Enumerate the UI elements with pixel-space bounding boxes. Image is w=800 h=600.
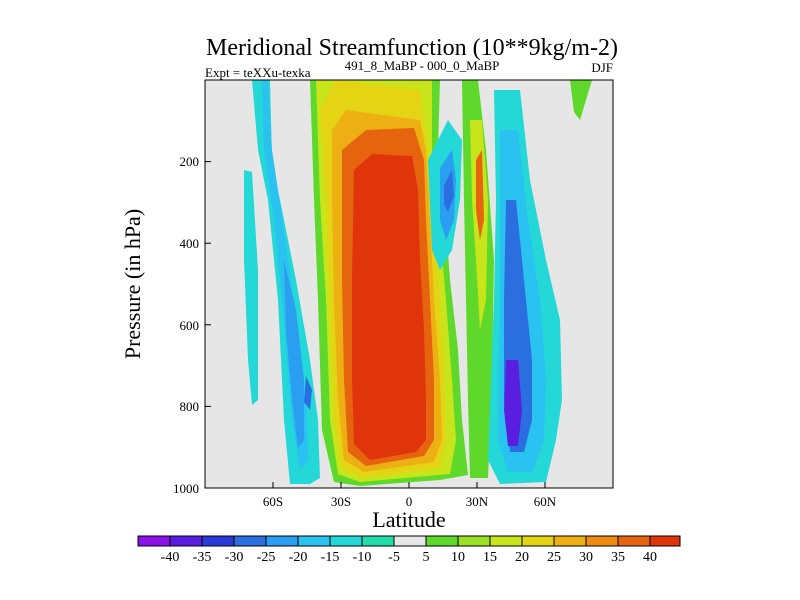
- colorbar-box-7: [362, 536, 394, 546]
- x-tick-label-60n: 60N: [534, 494, 557, 509]
- colorbar-box-6: [330, 536, 362, 546]
- chart-subtitle: 491_8_MaBP - 000_0_MaBP: [345, 58, 500, 73]
- colorbar-label-13: 30: [579, 550, 593, 565]
- colorbar-label-8: 5: [423, 550, 430, 565]
- colorbar-label-14: 35: [611, 550, 625, 565]
- season-label: DJF: [591, 60, 613, 75]
- colorbar-frame: [137, 535, 681, 547]
- x-tick-label-0: 0: [406, 494, 413, 509]
- contour-hadley-core: [352, 154, 426, 460]
- x-axis-label: Latitude: [372, 507, 445, 532]
- x-tick-label-60s: 60S: [263, 494, 283, 509]
- contour-cell-northern-small-core: [444, 170, 454, 212]
- colorbar-label-5: -15: [321, 550, 340, 565]
- y-tick-label-600: 600: [180, 318, 200, 333]
- colorbar-label-0: -40: [161, 550, 180, 565]
- colorbar-label-15: 40: [643, 550, 657, 565]
- colorbar-box-3: [234, 536, 266, 546]
- contour-band-northern-positive-core: [476, 150, 484, 240]
- colorbar-box-13: [554, 536, 586, 546]
- contour-cell-southern-negative-core: [284, 260, 304, 448]
- x-tick-marks: [272, 482, 546, 488]
- colorbar-box-9: [426, 536, 458, 546]
- y-tick-label-800: 800: [180, 399, 200, 414]
- colorbar-box-10: [458, 536, 490, 546]
- colorbar-box-12: [522, 536, 554, 546]
- x-tick-label-30n: 30N: [466, 494, 489, 509]
- colorbar-label-12: 25: [547, 550, 561, 565]
- colorbar-box-5: [298, 536, 330, 546]
- colorbar-label-4: -20: [289, 550, 308, 565]
- colorbar-box-2: [202, 536, 234, 546]
- contour-band-southern-thin: [244, 170, 258, 405]
- plot-area: [205, 80, 613, 488]
- experiment-label: Expt = teXXu-texka: [205, 65, 311, 80]
- colorbar-label-11: 20: [515, 550, 529, 565]
- x-tick-label-30s: 30S: [331, 494, 351, 509]
- contour-cell-northern-negative-peak: [504, 360, 522, 446]
- colorbar-label-6: -10: [353, 550, 372, 565]
- colorbar-box-16: [650, 536, 680, 546]
- colorbar-box-8: [394, 536, 426, 546]
- colorbar-box-15: [618, 536, 650, 546]
- colorbar-box-4: [266, 536, 298, 546]
- y-axis-label: Pressure (in hPa): [120, 209, 145, 359]
- colorbar: -40 -35 -30 -25 -20 -15 -10 -5 5 10 15 2…: [137, 535, 681, 565]
- colorbar-box-1: [170, 536, 202, 546]
- y-tick-label-1000: 1000: [173, 481, 199, 496]
- contour-cell-southern-negative-peak: [304, 376, 312, 410]
- colorbar-label-3: -25: [257, 550, 276, 565]
- colorbar-box-11: [490, 536, 522, 546]
- contour-band-far-northern: [570, 80, 592, 120]
- colorbar-label-1: -35: [193, 550, 212, 565]
- colorbar-label-9: 10: [451, 550, 465, 565]
- colorbar-label-7: -5: [388, 550, 400, 565]
- y-tick-label-200: 200: [180, 154, 200, 169]
- colorbar-label-2: -30: [225, 550, 244, 565]
- y-tick-marks: [205, 161, 211, 489]
- colorbar-dividers: [169, 536, 651, 546]
- colorbar-label-10: 15: [483, 550, 497, 565]
- chart-title: Meridional Streamfunction (10**9kg/m-2): [206, 35, 618, 61]
- y-tick-label-400: 400: [180, 236, 200, 251]
- colorbar-box-0: [138, 536, 170, 546]
- colorbar-box-14: [586, 536, 618, 546]
